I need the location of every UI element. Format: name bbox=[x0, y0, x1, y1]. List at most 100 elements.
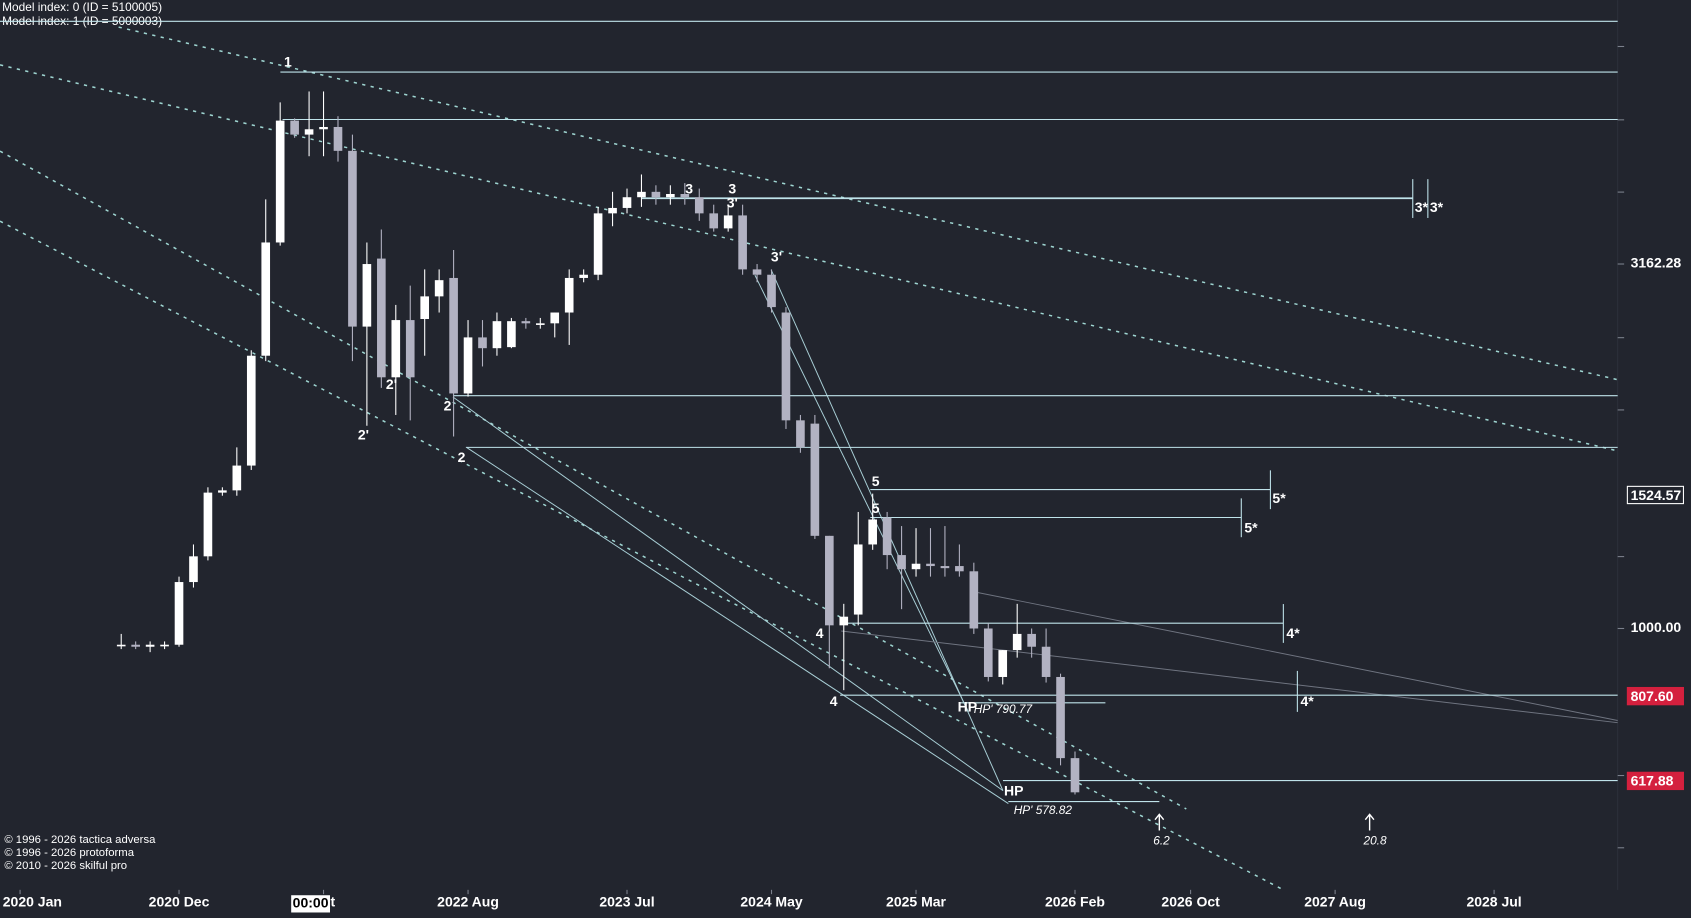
trend-line bbox=[0, 64, 1618, 452]
candle-body bbox=[1041, 646, 1051, 677]
x-tick-label: 2023 Jul bbox=[599, 893, 654, 909]
candle-body bbox=[796, 420, 805, 448]
candle-body bbox=[377, 258, 386, 378]
channel-line bbox=[841, 630, 1618, 724]
annotation: 5 bbox=[872, 500, 880, 516]
candle-body bbox=[535, 323, 545, 325]
candle-body bbox=[420, 296, 430, 320]
candle-body bbox=[304, 129, 314, 135]
annotation: 3* bbox=[1415, 199, 1429, 215]
annotation: 3 bbox=[685, 181, 693, 197]
candle-body bbox=[550, 312, 560, 324]
price-tag-label: 1524.57 bbox=[1631, 487, 1682, 503]
candle-body bbox=[160, 644, 169, 647]
candle-body bbox=[362, 264, 372, 327]
candle-body bbox=[694, 197, 704, 214]
candle-body bbox=[940, 566, 950, 569]
candle-body bbox=[261, 242, 271, 356]
channel-line bbox=[754, 274, 969, 713]
candle-body bbox=[998, 650, 1008, 677]
x-tick-label: 2026 Oct bbox=[1161, 893, 1220, 909]
annotation: 2 bbox=[458, 449, 466, 465]
x-tick-label: 2026 Feb bbox=[1045, 893, 1105, 909]
channel-line bbox=[466, 447, 1009, 804]
annotation: 4* bbox=[1300, 693, 1314, 709]
candle-body bbox=[781, 312, 791, 421]
candle-body bbox=[666, 193, 675, 198]
price-tag bbox=[1626, 771, 1684, 791]
x-tick-label: 2022 Aug bbox=[437, 893, 499, 909]
candle-body bbox=[507, 321, 516, 348]
candle-body bbox=[174, 582, 184, 645]
x-tick-label: 2025 Mar bbox=[886, 893, 946, 909]
annotation: 5* bbox=[1272, 490, 1286, 506]
candle-body bbox=[622, 197, 632, 208]
copyright: © 1996 - 2026 protoforma bbox=[4, 847, 134, 859]
candle-body bbox=[391, 320, 401, 378]
x-tick-label: 2020 Dec bbox=[149, 893, 210, 909]
candle-body bbox=[189, 556, 198, 583]
candle-body bbox=[593, 213, 603, 275]
candle-body bbox=[232, 465, 242, 491]
candle-body bbox=[637, 191, 646, 198]
channel-line bbox=[970, 590, 1618, 721]
candle-body bbox=[348, 150, 357, 327]
candle-body bbox=[246, 355, 256, 466]
candle-body bbox=[290, 120, 299, 135]
annotation: 6.2 bbox=[1153, 833, 1170, 847]
trend-line bbox=[118, 26, 1618, 381]
annotation: 3* bbox=[1430, 199, 1444, 215]
candle-body bbox=[449, 277, 458, 394]
candle-body bbox=[810, 423, 820, 536]
cursor-time: 00:00 bbox=[293, 895, 329, 911]
price-tag-label: 807.60 bbox=[1631, 688, 1674, 704]
annotation: 2' bbox=[386, 376, 397, 392]
candle-body bbox=[275, 120, 285, 243]
trend-line bbox=[0, 150, 1187, 810]
candle-body bbox=[868, 519, 877, 545]
model-label: Model index: 0 (ID = 5100005) bbox=[2, 0, 162, 14]
candle-body bbox=[579, 274, 588, 278]
annotation: 4 bbox=[816, 625, 824, 641]
annotation: 3 bbox=[728, 181, 736, 197]
price-tag bbox=[1626, 485, 1684, 505]
copyright: © 1996 - 2026 tactica adversa bbox=[4, 834, 156, 846]
annotation: 4* bbox=[1286, 625, 1300, 641]
candle-body bbox=[955, 566, 964, 572]
copyright: © 2010 - 2026 skilful pro bbox=[4, 860, 127, 872]
candle-body bbox=[767, 274, 776, 308]
annotation: 4 bbox=[830, 693, 838, 709]
x-tick-label: 2024 May bbox=[740, 893, 802, 909]
candle-body bbox=[1070, 758, 1080, 793]
candle-body bbox=[203, 492, 213, 557]
annotation: HP' 578.82 bbox=[1014, 803, 1073, 817]
annotation: 2' bbox=[358, 427, 369, 443]
candle-body bbox=[478, 337, 487, 349]
candle-body bbox=[969, 571, 979, 629]
y-minor-ticks bbox=[1617, 45, 1625, 849]
annotation: 3' bbox=[771, 249, 782, 265]
x-tick-label: 2028 Jul bbox=[1466, 893, 1521, 909]
candle-body bbox=[116, 644, 126, 647]
candle-body bbox=[434, 280, 444, 297]
candle-body bbox=[723, 215, 733, 229]
candle-body bbox=[333, 126, 343, 151]
arrows bbox=[1154, 813, 1375, 831]
x-tick-label: 2027 Aug bbox=[1304, 893, 1366, 909]
candle-body bbox=[218, 490, 227, 493]
annotation: HP bbox=[958, 698, 977, 714]
annotation: 2 bbox=[444, 397, 452, 413]
candle-body bbox=[839, 616, 849, 626]
price-tag-label: 617.88 bbox=[1631, 773, 1674, 789]
price-tag bbox=[1626, 686, 1684, 706]
candle-body bbox=[1027, 633, 1036, 647]
annotation: 5* bbox=[1244, 519, 1258, 535]
candle-body bbox=[709, 213, 719, 229]
annotation: 20.8 bbox=[1362, 833, 1386, 847]
candle-body bbox=[564, 277, 574, 313]
candle-body bbox=[145, 644, 155, 647]
y-tick-label: 3162.28 bbox=[1631, 255, 1682, 271]
candle-body bbox=[608, 207, 617, 214]
